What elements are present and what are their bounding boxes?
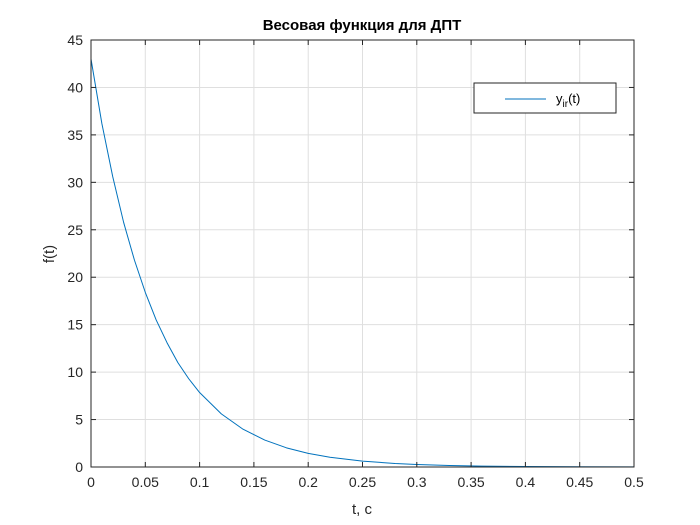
y-tick-label: 40 [67,79,83,95]
y-tick-label: 35 [67,127,83,143]
x-tick-label: 0.45 [566,474,593,490]
series-layer [90,58,635,468]
series-line-y [90,58,635,468]
x-tick-label: 0.05 [132,474,159,490]
x-tick-label: 0.35 [457,474,484,490]
x-tick-label: 0.5 [624,474,644,490]
x-tick-label: 0 [87,474,95,490]
x-tick-label: 0.1 [190,474,210,490]
y-tick-label: 30 [67,174,83,190]
y-tick-label: 10 [67,364,83,380]
y-tick-label: 45 [67,32,83,48]
y-tick-label: 15 [67,317,83,333]
y-tick-label: 0 [75,459,83,475]
legend-entry-subscript: ir [563,99,569,110]
ticks [90,39,635,468]
x-axis-label: t, c [352,501,373,518]
legend-entry-name: y [556,91,563,106]
x-tick-label: 0.3 [407,474,427,490]
x-tick-label: 0.2 [298,474,318,490]
y-axis-label: f(t) [41,245,58,263]
y-tick-label: 5 [75,412,83,428]
legend[interactable]: yir(t) [473,82,617,114]
x-tick-label: 0.4 [516,474,536,490]
y-tick-label: 20 [67,269,83,285]
legend-entry-label: yir(t) [556,91,580,110]
y-tick-label: 25 [67,222,83,238]
legend-box [473,82,617,114]
x-tick-label: 0.25 [349,474,376,490]
x-tick-label: 0.15 [240,474,267,490]
chart-title: Весовая функция для ДПТ [263,17,462,34]
legend-entry-suffix: (t) [568,91,580,106]
tick-labels: 0 0.05 0.1 0.15 0.2 0.25 0.3 0.35 0.4 0.45 0.5 0 5 10… [67,32,644,490]
